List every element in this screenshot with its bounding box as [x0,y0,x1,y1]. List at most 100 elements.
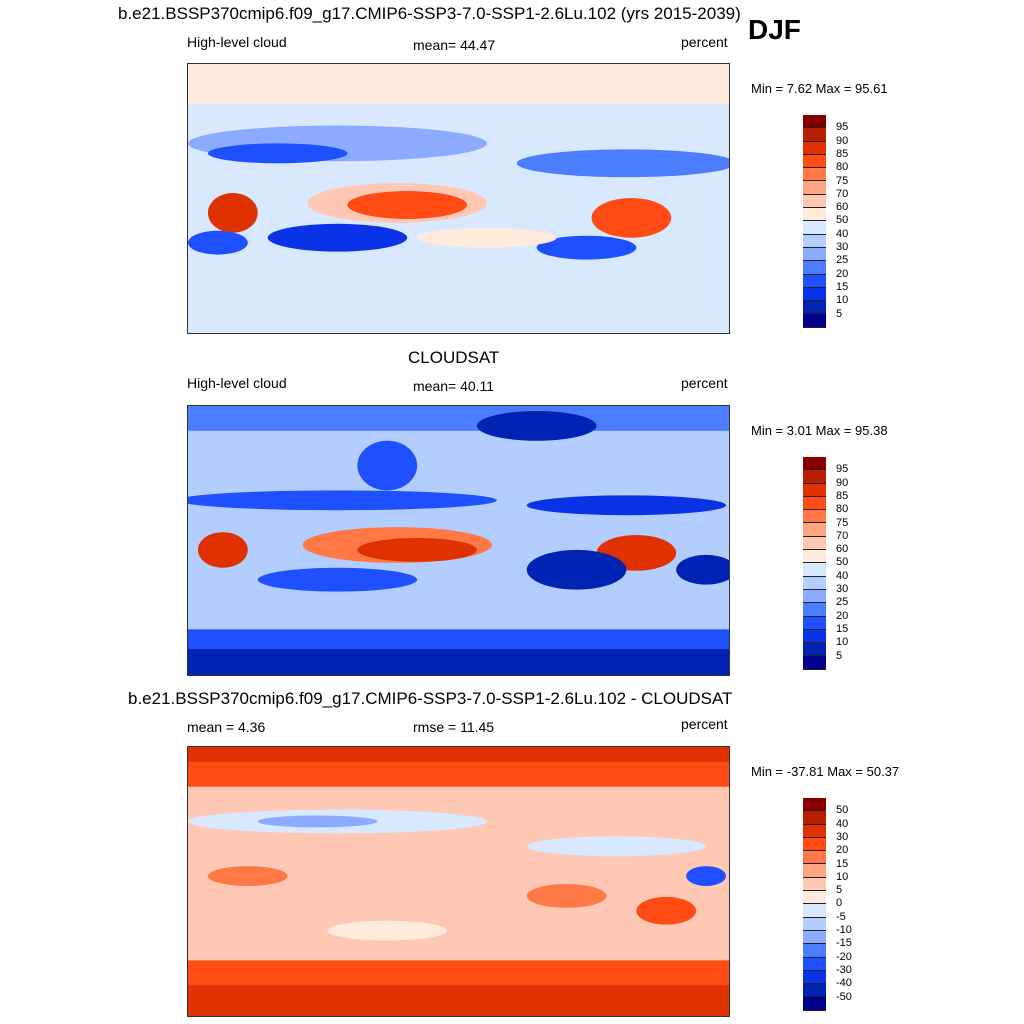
colorbar-tick-label: 30 [836,830,849,843]
colorbar-box [803,616,826,630]
colorbar-box [803,234,826,248]
colorbar-tick-label: 5 [836,649,843,662]
contour [188,649,729,675]
colorbar-box [803,301,826,315]
colorbar-tick-label: 20 [836,609,849,622]
colorbar-tick-label: 15 [836,280,849,293]
contour [417,227,557,248]
colorbar-tick-label: 25 [836,596,849,609]
contour [516,149,729,178]
panel1-minmax: Min = 7.62 Max = 95.61 [751,81,888,96]
panel2-units: percent [681,375,728,391]
colorbar-box [803,536,826,551]
colorbar-tick-label: -40 [836,977,852,990]
colorbar-tick-label: 85 [836,489,849,502]
contour [536,235,637,260]
colorbar-box [803,904,826,918]
contour [327,920,448,941]
colorbar-tick-label: 5 [836,884,843,897]
colorbar-box [803,656,826,670]
season-label: DJF [748,14,801,45]
panel1-units: percent [681,34,728,50]
contour [188,64,729,104]
colorbar-box [803,261,826,275]
colorbar-box [803,523,826,537]
contour [676,554,729,585]
contour [207,866,288,886]
panel3-title: b.e21.BSSP370cmip6.f09_g17.CMIP6-SSP3-7.… [128,689,733,708]
colorbar-box [803,457,826,471]
contour [188,230,248,255]
colorbar-tick-label: 40 [836,569,849,582]
colorbar-box [803,891,826,905]
colorbar-tick-label: 50 [836,804,849,817]
colorbar-box [803,811,826,825]
contour [591,198,672,238]
panel1-colorbar [803,115,826,328]
colorbar-box [803,930,826,945]
contour [207,143,348,164]
colorbar-box [803,643,826,657]
colorbar-tick-label: -15 [836,937,852,950]
colorbar-tick-label: 30 [836,241,849,253]
colorbar-box [803,154,826,169]
colorbar-tick-label: 60 [836,201,849,214]
colorbar-tick-label: 15 [836,857,849,870]
colorbar-box [803,128,826,142]
contour [636,896,697,925]
colorbar-tick-label: 25 [836,254,849,267]
colorbar-tick-label: 75 [836,174,849,187]
colorbar-tick-label: 90 [836,476,849,489]
colorbar-tick-label: 10 [836,870,849,883]
colorbar-tick-label: 70 [836,529,849,542]
contour [357,538,477,562]
colorbar-box [803,798,826,812]
contour [526,549,627,590]
colorbar-box [803,550,826,564]
panel2-mean: mean= 40.11 [413,378,495,394]
colorbar-tick-label: 60 [836,543,849,556]
colorbar-box [803,221,826,235]
colorbar-box [803,984,826,998]
colorbar-tick-label: 75 [836,516,849,529]
colorbar-box [803,470,826,484]
colorbar-box [803,483,826,497]
contour [526,836,707,857]
colorbar-tick-label: 20 [836,844,849,857]
panel3-units: percent [681,716,728,732]
contour [476,410,597,441]
colorbar-box [803,589,826,604]
colorbar-box [803,576,826,590]
colorbar-box [803,115,826,129]
contour [257,567,418,592]
colorbar-box [803,168,826,182]
panel2-left-label: High-level cloud [187,375,287,391]
panel1-mean: mean= 44.47 [413,37,496,53]
colorbar-tick-label: -5 [836,910,846,923]
colorbar-tick-label: 10 [836,636,849,649]
panel3-map [187,746,730,1017]
panel2-map [187,405,730,676]
colorbar-box [803,603,826,617]
panel3-mean: mean = 4.36 [187,719,266,735]
colorbar-box [803,510,826,524]
colorbar-box [803,629,826,644]
colorbar-box [803,287,826,302]
contour [188,490,497,511]
colorbar-tick-label: 0 [836,897,843,910]
colorbar-tick-label: 10 [836,294,849,307]
colorbar-box [803,274,826,288]
panel3-colorbar [803,798,826,1011]
colorbar-tick-label: 90 [836,134,849,147]
colorbar-tick-label: 50 [836,556,849,569]
colorbar-box [803,864,826,878]
panel3-rmse: rmse = 11.45 [413,719,495,735]
contour [267,223,408,252]
colorbar-tick-label: -30 [836,963,852,976]
contour [188,985,729,1016]
panel1-map [187,63,730,334]
colorbar-box [803,141,826,155]
contour [188,747,729,762]
colorbar-tick-label: 40 [836,817,849,830]
colorbar-box [803,496,826,511]
